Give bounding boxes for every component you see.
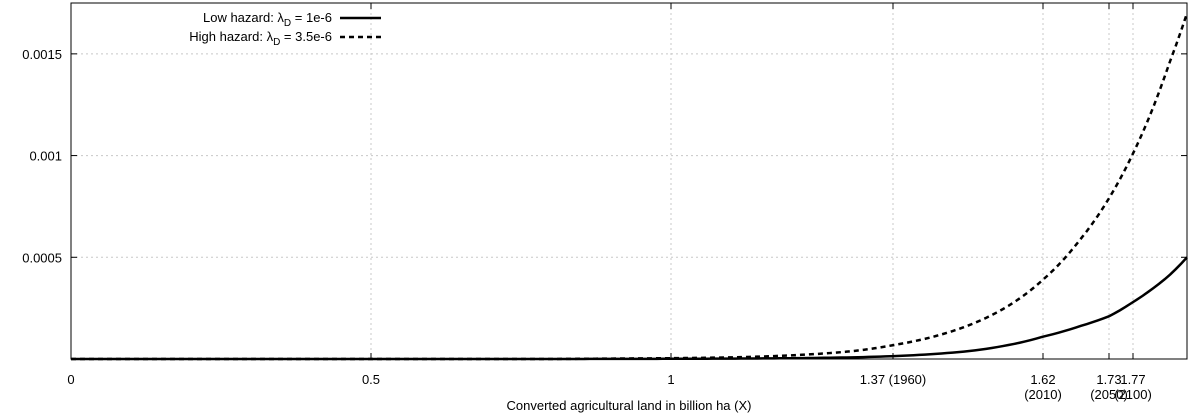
ticks bbox=[70, 3, 1187, 359]
plot-frame bbox=[70, 2, 1188, 360]
y-tick-label: 0.0015 bbox=[22, 47, 62, 62]
x-tick-label: 1.73 bbox=[1096, 372, 1121, 387]
x-tick-label: 1.37 (1960) bbox=[860, 372, 927, 387]
x-tick-label-year: (2010) bbox=[1024, 387, 1062, 402]
y-tick-label: 0.0005 bbox=[22, 250, 62, 265]
legend-label: Low hazard: λD = 1e-6 bbox=[203, 10, 332, 29]
x-tick-label: 0 bbox=[67, 372, 74, 387]
y-tick-label: 0.001 bbox=[29, 149, 62, 164]
x-tick-label: 1 bbox=[667, 372, 674, 387]
x-tick-label: 1.62 bbox=[1030, 372, 1055, 387]
grid bbox=[71, 3, 1187, 359]
x-axis-title: Converted agricultural land in billion h… bbox=[507, 398, 752, 413]
x-tick-label-year: (2100) bbox=[1114, 387, 1152, 402]
tick-labels: 0 0.5 1 1.37 (1960) 1.62(2010) 1.73(2050)1.77… bbox=[22, 47, 1152, 402]
legend-label: High hazard: λD = 3.5e-6 bbox=[189, 29, 332, 48]
series-line-low-hazard bbox=[71, 256, 1188, 361]
x-tick-label: 1.77 bbox=[1120, 372, 1145, 387]
series-layer bbox=[71, 12, 1188, 361]
x-tick-label-year: (2050) bbox=[1090, 387, 1128, 402]
x-tick-label: 0.5 bbox=[362, 372, 380, 387]
series-line-high-hazard bbox=[71, 12, 1188, 361]
